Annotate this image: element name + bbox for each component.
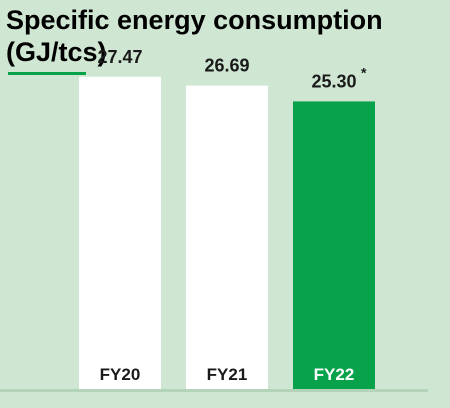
title-underline	[8, 72, 86, 75]
bar-fy20	[79, 76, 161, 390]
chart-title-line-2: (GJ/tcs)	[6, 37, 107, 67]
category-label-fy20: FY20	[100, 365, 141, 384]
bar-fy22	[293, 101, 375, 389]
category-label-fy21: FY21	[207, 365, 248, 384]
category-label-fy22: FY22	[314, 365, 355, 384]
annotation-marker-fy22: *	[361, 64, 367, 80]
chart-title-line-1: Specific energy consumption	[6, 5, 383, 35]
value-label-fy22: 25.30	[311, 71, 356, 91]
value-label-fy21: 26.69	[204, 56, 249, 76]
chart-title: Specific energy consumption (GJ/tcs)	[6, 4, 436, 68]
value-label-fy20: 27.47	[97, 47, 142, 67]
baseline	[0, 389, 428, 392]
bar-fy21	[186, 85, 268, 390]
